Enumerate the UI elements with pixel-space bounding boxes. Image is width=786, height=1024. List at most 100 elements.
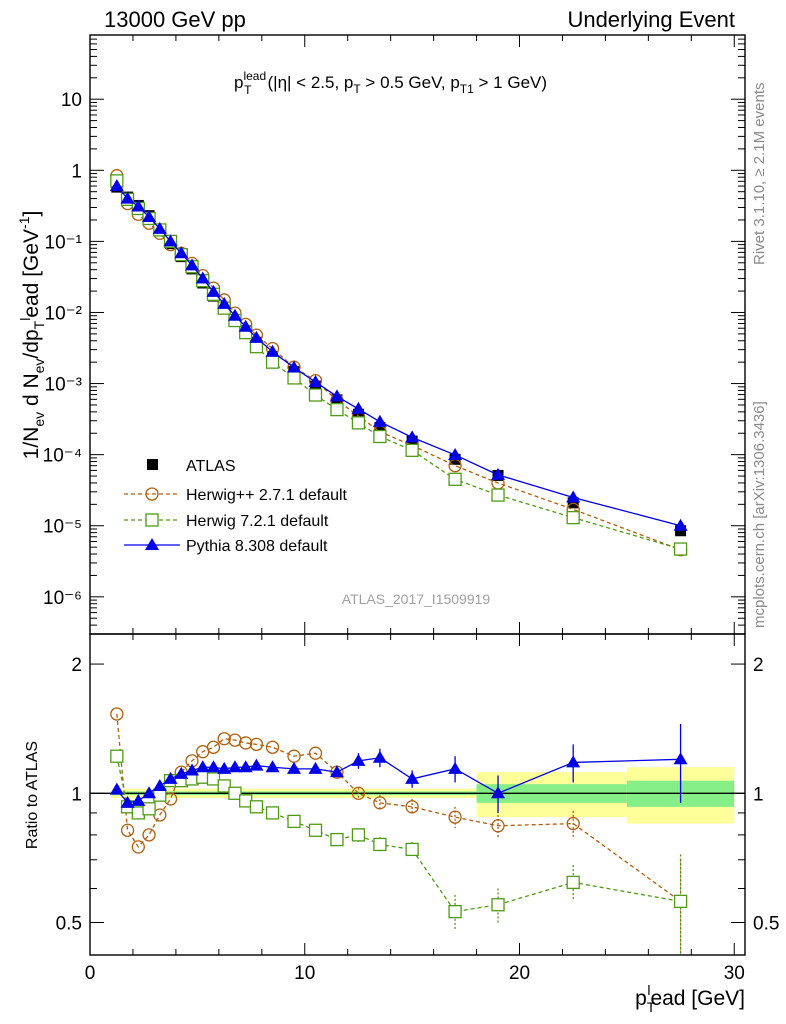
ratio-point-pythia-8-308-default — [405, 771, 420, 784]
main-panel: 10⁻⁶ 10⁻⁵ 10⁻⁴ 10⁻³ 10⁻² 10⁻¹ 1 10 — [43, 34, 746, 635]
ratio-point-herwig-2-7-1-default — [448, 810, 462, 824]
x-tick-label: 0 — [85, 963, 96, 984]
data-point-pythia-8-308-default — [372, 414, 387, 427]
ratio-point-herwig-2-7-1-default — [110, 707, 124, 721]
ratio-ylabel: Ratio to ATLAS — [24, 741, 41, 849]
data-point-atlas — [374, 422, 386, 434]
data-point-herwig-7-2-1-default — [405, 443, 419, 457]
y-tick-label: 10⁻² — [45, 303, 83, 324]
ratio-point-herwig-7-2-1-default — [110, 749, 124, 763]
ratio-point-pythia-8-308-default — [238, 760, 253, 773]
ratio-point-pythia-8-308-default — [163, 771, 178, 784]
ratio-point-herwig-7-2-1-default — [249, 800, 264, 814]
data-point-atlas — [675, 525, 687, 537]
ratio-point-herwig-7-2-1-default — [217, 779, 231, 793]
ratio-point-pythia-8-308-default — [206, 760, 221, 773]
data-point-pythia-8-308-default — [265, 344, 280, 357]
data-point-pythia-8-308-default — [174, 246, 189, 259]
ratio-y-tick-label: 1 — [71, 784, 82, 805]
ratio-point-pythia-8-308-default — [195, 760, 210, 773]
ratio-frame — [89, 633, 746, 956]
data-point-pythia-8-308-default — [195, 271, 210, 284]
data-point-herwig-7-2-1-default — [265, 355, 280, 369]
ratio-point-pythia-8-308-default — [287, 761, 302, 774]
ratio-panel: 0 10 20 30 0.5 0.5 1 1 2 2 — [56, 633, 779, 984]
data-point-pythia-8-308-default — [142, 210, 157, 223]
ratio-y-tick-label: 0.5 — [56, 913, 82, 934]
data-point-pythia-8-308-default — [308, 375, 323, 388]
ratio-point-herwig-2-7-1-default — [566, 816, 580, 831]
ratio-point-herwig-2-7-1-default — [373, 796, 387, 810]
ratio-point-herwig-7-2-1-default — [491, 898, 505, 912]
analysis-watermark: ATLAS_2017_I1509919 — [342, 591, 491, 607]
ratio-point-herwig-2-7-1-default — [217, 732, 231, 746]
ratio-point-herwig-7-2-1-default — [566, 875, 580, 890]
y-tick-label: 10⁻¹ — [45, 232, 83, 253]
ratio-point-herwig-2-7-1-default — [405, 800, 419, 814]
data-point-pythia-8-308-default — [329, 389, 344, 402]
y-tick-label: 1 — [71, 161, 82, 182]
y-tick-label: 10⁻⁴ — [43, 446, 82, 467]
y-tick-label: 10⁻⁵ — [43, 517, 82, 538]
data-point-herwig-7-2-1-default — [330, 402, 344, 417]
ratio-point-pythia-8-308-default — [566, 755, 581, 768]
legend-marker-herwigpp — [145, 487, 159, 501]
ratio-point-herwig-7-2-1-default — [265, 806, 280, 820]
data-point-pythia-8-308-default — [120, 191, 135, 204]
x-tick-label: 10 — [294, 963, 315, 984]
ratio-point-pythia-8-308-default — [131, 793, 146, 806]
ratio-point-herwig-7-2-1-default — [373, 837, 387, 852]
y-tick-label: 10 — [61, 90, 82, 111]
data-point-pythia-8-308-default — [238, 319, 253, 332]
x-tick-label: 20 — [509, 963, 530, 984]
ratio-point-herwig-2-7-1-default — [239, 736, 253, 750]
ratio-point-herwig-7-2-1-default — [287, 814, 301, 829]
ratio-series-herwig-7-2-1-default — [110, 749, 688, 955]
data-point-pythia-8-308-default — [351, 401, 366, 414]
ratio-point-herwig-7-2-1-default — [142, 802, 156, 816]
ratio-y-tick-label-right: 1 — [753, 784, 764, 805]
mcplots-label: mcplots.cern.ch [arXiv:1306.3436] — [751, 401, 768, 628]
main-title: plead T (|η| < 2.5, pT > 0.5 GeV, pT1 > 1 … — [234, 69, 547, 97]
data-point-pythia-8-308-default — [249, 330, 264, 343]
data-point-pythia-8-308-default — [109, 179, 124, 192]
ratio-point-herwig-2-7-1-default — [491, 819, 505, 833]
ratio-point-herwig-7-2-1-default — [330, 832, 344, 847]
legend-entry-pythia: Pythia 8.308 default — [124, 538, 328, 555]
data-point-herwig-7-2-1-default — [673, 542, 688, 556]
ratio-point-herwig-2-7-1-default — [249, 737, 264, 752]
ratio-point-pythia-8-308-default — [491, 786, 506, 799]
ratio-point-pythia-8-308-default — [227, 760, 242, 773]
ratio-point-pythia-8-308-default — [329, 765, 344, 778]
series-atlas — [111, 181, 687, 537]
legend-label-atlas: ATLAS — [186, 458, 236, 475]
legend-entry-herwig7: Herwig 7.2.1 default — [124, 513, 329, 530]
main-ylabel: 1/Nev d Nev/dpTlead [GeV-1] — [16, 211, 47, 460]
data-point-pythia-8-308-default — [673, 518, 688, 531]
legend-marker-atlas — [147, 459, 158, 470]
ratio-point-herwig-2-7-1-default — [308, 746, 323, 760]
data-point-pythia-8-308-default — [185, 258, 200, 271]
ratio-point-herwig-2-7-1-default — [265, 740, 280, 754]
ratio-series-pythia-8-308-default — [109, 724, 688, 813]
legend-label-herwig7: Herwig 7.2.1 default — [186, 513, 329, 530]
data-point-herwig-7-2-1-default — [373, 429, 387, 444]
data-point-pythia-8-308-default — [405, 430, 420, 443]
ratio-line-herwig-2-7-1-default — [116, 713, 681, 902]
ratio-point-herwig-2-7-1-default — [131, 840, 145, 854]
ratio-point-pythia-8-308-default — [142, 786, 157, 799]
ratio-point-herwig-2-7-1-default — [120, 823, 135, 837]
data-point-pythia-8-308-default — [287, 360, 302, 373]
data-point-herwig-7-2-1-default — [491, 488, 505, 502]
legend-label-herwigpp: Herwig++ 2.7.1 default — [186, 487, 348, 504]
ratio-point-pythia-8-308-default — [152, 778, 167, 791]
ratio-y-tick-label: 2 — [71, 655, 82, 676]
header-left: 13000 GeV pp — [104, 7, 246, 32]
data-point-pythia-8-308-default — [217, 296, 232, 309]
ratio-point-herwig-7-2-1-default — [405, 842, 419, 857]
legend-entry-atlas: ATLAS — [147, 458, 236, 475]
data-point-pythia-8-308-default — [206, 284, 221, 297]
ratio-point-pythia-8-308-default — [372, 750, 387, 763]
ratio-point-herwig-7-2-1-default — [228, 786, 242, 800]
x-axis-label: pTlead [GeV] — [635, 982, 745, 1015]
